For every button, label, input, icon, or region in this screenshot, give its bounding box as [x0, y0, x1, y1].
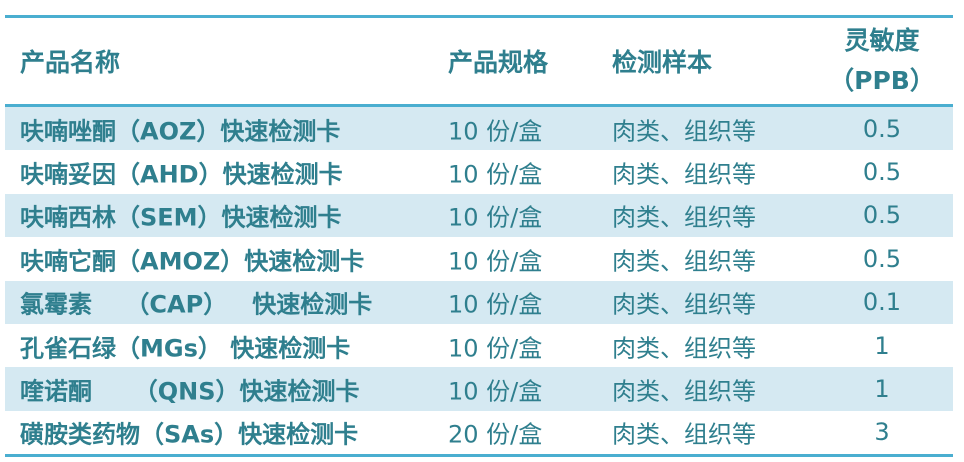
- header-sample: 检测样本: [612, 48, 713, 77]
- cell-spec: 10 份/盒: [448, 247, 543, 276]
- header-product-name: 产品名称: [20, 48, 121, 77]
- cell-product-name: 呋喃唑酮（AOZ）快速检测卡: [20, 117, 341, 146]
- cell-product-name: 氯霉素 （CAP） 快速检测卡: [20, 290, 373, 319]
- table-row: 呋喃妥因（AHD）快速检测卡 10 份/盒 肉类、组织等 0.5: [5, 150, 953, 193]
- cell-spec: 20 份/盒: [448, 420, 543, 449]
- cell-sample: 肉类、组织等: [612, 160, 756, 189]
- cell-spec: 10 份/盒: [448, 377, 543, 406]
- cell-sample: 肉类、组织等: [612, 247, 756, 276]
- cell-sample: 肉类、组织等: [612, 117, 756, 146]
- cell-sample: 肉类、组织等: [612, 420, 756, 449]
- table-row: 磺胺类药物（SAs）快速检测卡 20 份/盒 肉类、组织等 3: [5, 411, 953, 454]
- cell-sensitivity: 1: [874, 375, 890, 404]
- cell-sensitivity: 0.5: [862, 201, 902, 230]
- cell-sensitivity: 0.5: [862, 244, 902, 273]
- cell-sample: 肉类、组织等: [612, 334, 756, 363]
- cell-sensitivity: 1: [874, 331, 890, 360]
- table-row: 孔雀石绿（MGs） 快速检测卡 10 份/盒 肉类、组织等 1: [5, 324, 953, 367]
- cell-product-name: 孔雀石绿（MGs） 快速检测卡: [20, 334, 351, 363]
- cell-product-name: 呋喃它酮（AMOZ）快速检测卡: [20, 247, 365, 276]
- cell-sensitivity: 0.5: [862, 158, 902, 187]
- header-sensitivity-unit: （PPB）: [829, 66, 935, 95]
- cell-sensitivity: 3: [874, 418, 890, 447]
- cell-sensitivity: 0.5: [862, 114, 902, 143]
- cell-sample: 肉类、组织等: [612, 203, 756, 232]
- cell-product-name: 喹诺酮 （QNS）快速检测卡: [20, 377, 360, 406]
- table-row: 呋喃它酮（AMOZ）快速检测卡 10 份/盒 肉类、组织等 0.5: [5, 237, 953, 280]
- cell-spec: 10 份/盒: [448, 290, 543, 319]
- cell-sample: 肉类、组织等: [612, 290, 756, 319]
- cell-spec: 10 份/盒: [448, 203, 543, 232]
- table-row: 氯霉素 （CAP） 快速检测卡 10 份/盒 肉类、组织等 0.1: [5, 280, 953, 324]
- cell-sensitivity: 0.1: [862, 288, 902, 317]
- cell-product-name: 磺胺类药物（SAs）快速检测卡: [20, 420, 359, 449]
- cell-sample: 肉类、组织等: [612, 377, 756, 406]
- table-row: 呋喃唑酮（AOZ）快速检测卡 10 份/盒 肉类、组织等 0.5: [5, 107, 953, 151]
- product-table: 产品名称 产品规格 检测样本 灵敏度 （PPB） 呋喃唑酮（AOZ）快速检测卡 10…: [5, 15, 953, 458]
- table-row: 呋喃西林（SEM）快速检测卡 10 份/盒 肉类、组织等 0.5: [5, 193, 953, 238]
- table-body: 呋喃唑酮（AOZ）快速检测卡 10 份/盒 肉类、组织等 0.5 呋喃妥因（AHD）快速…: [5, 107, 953, 454]
- top-rule: [5, 15, 953, 18]
- cell-spec: 10 份/盒: [448, 334, 543, 363]
- header-sensitivity: 灵敏度 （PPB）: [825, 21, 939, 101]
- cell-spec: 10 份/盒: [448, 160, 543, 189]
- bottom-rule: [5, 454, 953, 458]
- table-row: 喹诺酮 （QNS）快速检测卡 10 份/盒 肉类、组织等 1: [5, 367, 953, 411]
- cell-spec: 10 份/盒: [448, 117, 543, 146]
- cell-product-name: 呋喃西林（SEM）快速检测卡: [20, 203, 342, 232]
- cell-product-name: 呋喃妥因（AHD）快速检测卡: [20, 160, 343, 189]
- table-header: 产品名称 产品规格 检测样本 灵敏度 （PPB）: [5, 18, 953, 107]
- header-spec: 产品规格: [448, 48, 549, 77]
- header-sensitivity-label: 灵敏度: [844, 26, 920, 55]
